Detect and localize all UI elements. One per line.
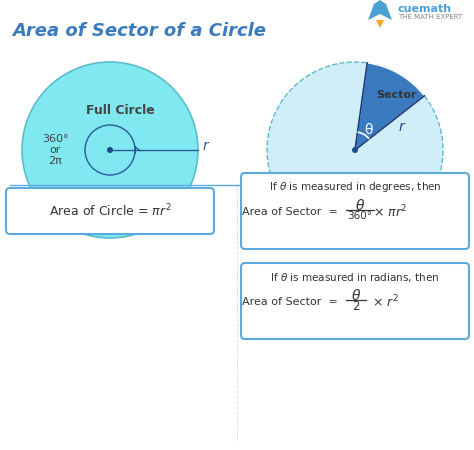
Text: $\times\ r^2$: $\times\ r^2$ xyxy=(372,294,399,310)
Text: If $\theta$ is measured in radians, then: If $\theta$ is measured in radians, then xyxy=(271,270,439,284)
Text: $\theta$: $\theta$ xyxy=(355,198,365,212)
Text: Area of Sector  =: Area of Sector = xyxy=(242,207,338,217)
Text: θ: θ xyxy=(365,123,373,137)
Text: Sector: Sector xyxy=(377,90,417,100)
Text: r: r xyxy=(399,121,404,135)
Text: 360°: 360° xyxy=(42,134,68,144)
Text: If $\theta$ is measured in degrees, then: If $\theta$ is measured in degrees, then xyxy=(269,180,441,194)
Circle shape xyxy=(22,62,198,238)
Text: or: or xyxy=(49,145,61,155)
Text: $\theta$: $\theta$ xyxy=(351,288,361,302)
Circle shape xyxy=(352,147,358,153)
Circle shape xyxy=(107,147,113,153)
Wedge shape xyxy=(355,63,424,150)
Polygon shape xyxy=(368,0,392,20)
Text: THE MATH EXPERT: THE MATH EXPERT xyxy=(398,14,462,20)
Circle shape xyxy=(267,62,443,238)
FancyBboxPatch shape xyxy=(241,173,469,249)
Text: Area of Sector of a Circle: Area of Sector of a Circle xyxy=(12,22,266,40)
Text: 360°: 360° xyxy=(347,211,373,221)
Text: cuemath: cuemath xyxy=(398,4,452,14)
Text: Area of Sector  =: Area of Sector = xyxy=(242,297,338,307)
FancyBboxPatch shape xyxy=(6,188,214,234)
Text: Area of Circle = $\pi r^2$: Area of Circle = $\pi r^2$ xyxy=(49,202,172,219)
Text: 2: 2 xyxy=(352,300,360,312)
Text: 2π: 2π xyxy=(48,156,62,166)
Text: $\times\ \pi r^2$: $\times\ \pi r^2$ xyxy=(373,204,407,220)
Polygon shape xyxy=(376,20,384,28)
Text: Full Circle: Full Circle xyxy=(86,104,155,117)
Text: r: r xyxy=(203,139,209,153)
FancyBboxPatch shape xyxy=(241,263,469,339)
